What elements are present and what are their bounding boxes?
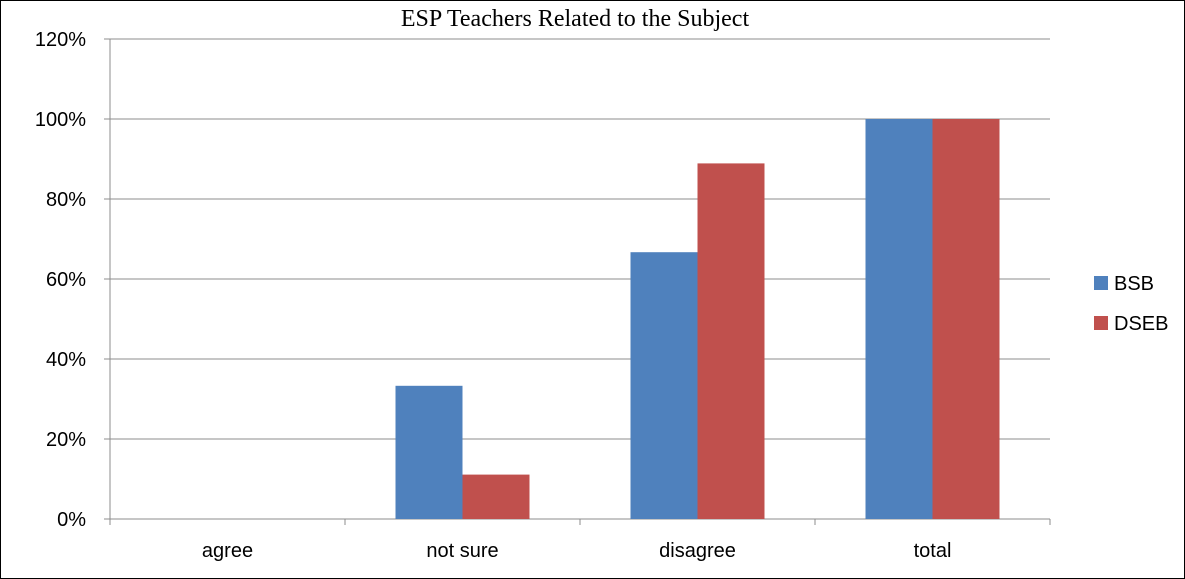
chart-title: ESP Teachers Related to the Subject — [401, 6, 750, 32]
legend-swatch-dseb — [1094, 316, 1108, 330]
bar-bsb-disagree — [630, 252, 698, 519]
y-tick-label: 100% — [35, 109, 86, 131]
y-tick-label: 40% — [46, 349, 86, 371]
x-tick-label: agree — [202, 540, 253, 562]
y-tick-label: 60% — [46, 269, 86, 291]
y-tick-label: 20% — [46, 429, 86, 451]
x-tick-label: disagree — [659, 540, 736, 562]
legend-swatch-bsb — [1094, 276, 1108, 290]
bar-dseb-disagree — [697, 163, 765, 519]
axis-labels: 0% 20% 40% 60% 80% 100% 120% agree not sure disag… — [35, 29, 952, 562]
bar-dseb-total — [932, 119, 1000, 519]
legend-label-dseb: DSEB — [1114, 313, 1168, 335]
legend-label-bsb: BSB — [1114, 273, 1154, 295]
bars — [395, 119, 1000, 519]
y-tick-label: 0% — [57, 509, 86, 531]
y-tick-label: 120% — [35, 29, 86, 51]
bar-bsb-not-sure — [395, 385, 463, 519]
x-tick-label: total — [914, 540, 952, 562]
y-tick-label: 80% — [46, 189, 86, 211]
legend: BSB DSEB — [1094, 273, 1168, 335]
bar-bsb-total — [865, 119, 933, 519]
x-tick-label: not sure — [426, 540, 498, 562]
bar-dseb-not-sure — [462, 474, 530, 519]
